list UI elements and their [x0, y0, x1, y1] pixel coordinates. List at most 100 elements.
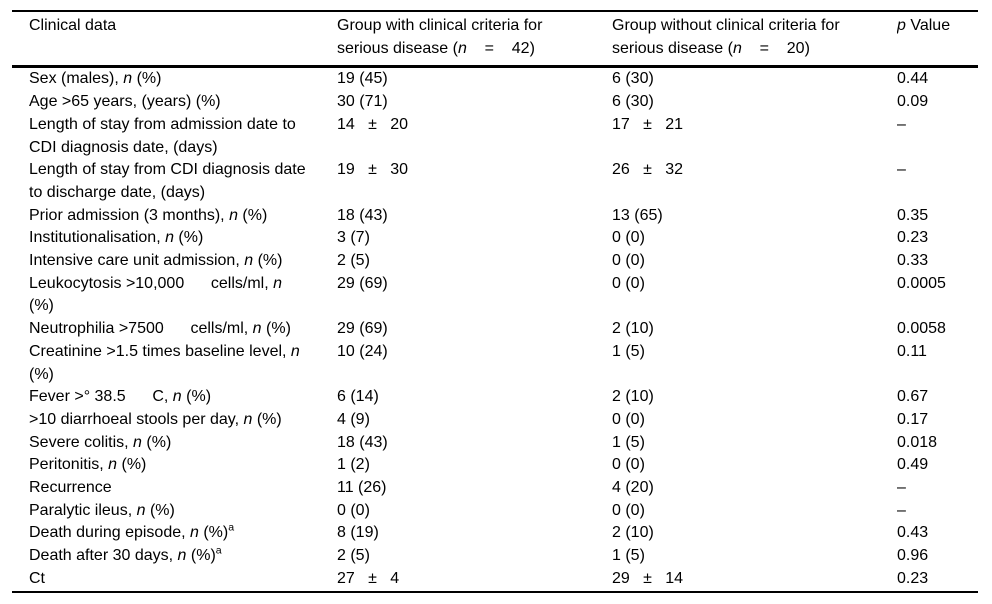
row-label-cell: Creatinine >1.5 times baseline level, n … [29, 342, 300, 383]
row-label-cell: Fever >° 38.5 C, n (%) [29, 388, 212, 406]
group1-value-cell: 19 ± 30 [337, 161, 409, 179]
group2-value-cell: 0 (0) [612, 456, 645, 474]
table-row: Recurrence 11 (26) 4 (20) – [12, 477, 978, 500]
pvalue-cell: 0.33 [897, 252, 929, 270]
group1-value-cell: 3 (7) [337, 229, 370, 247]
column-header-3: Group without clinical criteria for seri… [612, 17, 840, 57]
row-label-cell: Prior admission (3 months), n (%) [29, 206, 268, 224]
group1-value-cell: 10 (24) [337, 342, 388, 360]
clinical-data-table: Clinical data Group with clinical criteri… [12, 10, 978, 593]
group1-value-cell: 30 (71) [337, 93, 388, 111]
column-header-1: Clinical data [29, 17, 117, 34]
group1-value-cell: 2 (5) [337, 547, 370, 565]
table-row: Fever >° 38.5 C, n (%) 6 (14) 2 (10) 0.67 [12, 386, 978, 409]
column-header-4: p Value [897, 17, 951, 34]
row-label-cell: Ct [29, 569, 45, 587]
group1-value-cell: 6 (14) [337, 388, 379, 406]
group2-value-cell: 26 ± 32 [612, 161, 684, 179]
group1-value-cell: 8 (19) [337, 524, 379, 542]
table-row: Prior admission (3 months), n (%) 18 (43)… [12, 205, 978, 228]
group2-value-cell: 1 (5) [612, 433, 645, 451]
group2-value-cell: 0 (0) [612, 229, 645, 247]
group2-value-cell: 13 (65) [612, 206, 663, 224]
group1-value-cell: 29 (69) [337, 320, 388, 338]
pvalue-cell: 0.0005 [897, 274, 946, 292]
table-row: Ct 27 ± 4 29 ± 14 0.23 [12, 568, 978, 592]
group1-value-cell: 29 (69) [337, 274, 388, 292]
pvalue-cell: 0.49 [897, 456, 929, 474]
column-header-2: Group with clinical criteria for serious… [337, 17, 543, 57]
pvalue-cell: 0.0058 [897, 320, 946, 338]
group2-value-cell: 0 (0) [612, 501, 645, 519]
pvalue-cell: 0.17 [897, 410, 929, 428]
row-label-cell: Neutrophilia >7500 cells/ml, n (%) [29, 320, 291, 338]
pvalue-cell: 0.018 [897, 433, 938, 451]
group2-value-cell: 2 (10) [612, 388, 654, 406]
table-row: Death after 30 days, n (%)a 2 (5) 1 (5) 0.9… [12, 545, 978, 568]
table-row: Institutionalisation, n (%) 3 (7) 0 (0) 0.2… [12, 227, 978, 250]
table-row: Intensive care unit admission, n (%) 2 (5… [12, 250, 978, 273]
group1-value-cell: 1 (2) [337, 456, 370, 474]
table-row: Length of stay from CDI diagnosis date t… [12, 159, 978, 204]
pvalue-cell: 0.96 [897, 547, 929, 565]
row-label-cell: Death after 30 days, n (%)a [29, 545, 222, 565]
row-label-cell: Length of stay from admission date to CD… [29, 115, 296, 156]
group1-value-cell: 0 (0) [337, 501, 370, 519]
row-label-cell: Paralytic ileus, n (%) [29, 501, 175, 519]
pvalue-cell: – [897, 479, 906, 497]
pvalue-cell: – [897, 115, 906, 133]
row-label-cell: Sex (males), n (%) [29, 70, 162, 88]
header-row: Clinical data Group with clinical criteri… [12, 11, 978, 67]
group2-value-cell: 1 (5) [612, 342, 645, 360]
group2-value-cell: 0 (0) [612, 274, 645, 292]
pvalue-cell: 0.11 [897, 342, 927, 360]
table-row: Neutrophilia >7500 cells/ml, n (%) 29 (69… [12, 318, 978, 341]
group2-value-cell: 6 (30) [612, 93, 654, 111]
pvalue-cell: 0.44 [897, 70, 929, 88]
table-row: Sex (males), n (%) 19 (45) 6 (30) 0.44 [12, 67, 978, 91]
table-row: >10 diarrhoeal stools per day, n (%) 4 (9… [12, 409, 978, 432]
group2-value-cell: 29 ± 14 [612, 569, 684, 587]
pvalue-cell: 0.35 [897, 206, 929, 224]
pvalue-cell: – [897, 501, 906, 519]
row-label-cell: Peritonitis, n (%) [29, 456, 147, 474]
group2-value-cell: 0 (0) [612, 410, 645, 428]
group2-value-cell: 1 (5) [612, 547, 645, 565]
group1-value-cell: 18 (43) [337, 206, 388, 224]
pvalue-cell: 0.23 [897, 569, 929, 587]
table-row: Death during episode, n (%)a 8 (19) 2 (10)… [12, 522, 978, 545]
table-body: Sex (males), n (%) 19 (45) 6 (30) 0.44 Age >… [12, 67, 978, 592]
pvalue-cell: 0.09 [897, 93, 929, 111]
group2-value-cell: 2 (10) [612, 524, 654, 542]
group1-value-cell: 27 ± 4 [337, 569, 400, 587]
group1-value-cell: 11 (26) [337, 479, 387, 497]
table-row: Age >65 years, (years) (%) 30 (71) 6 (30) 0… [12, 91, 978, 114]
table-head: Clinical data Group with clinical criteri… [12, 11, 978, 67]
group2-value-cell: 17 ± 21 [612, 115, 684, 133]
group2-value-cell: 2 (10) [612, 320, 654, 338]
group1-value-cell: 2 (5) [337, 252, 370, 270]
table-row: Paralytic ileus, n (%) 0 (0) 0 (0) – [12, 500, 978, 523]
table-row: Severe colitis, n (%) 18 (43) 1 (5) 0.018 [12, 432, 978, 455]
pvalue-cell: 0.23 [897, 229, 929, 247]
group2-value-cell: 6 (30) [612, 70, 654, 88]
row-label-cell: Leukocytosis >10,000 cells/ml, n (%) [29, 274, 283, 315]
table-row: Creatinine >1.5 times baseline level, n … [12, 341, 978, 386]
group1-value-cell: 4 (9) [337, 410, 370, 428]
table-row: Length of stay from admission date to CD… [12, 114, 978, 159]
group1-value-cell: 18 (43) [337, 433, 388, 451]
row-label-cell: Death during episode, n (%)a [29, 522, 235, 542]
pvalue-cell: 0.43 [897, 524, 929, 542]
row-label-cell: Intensive care unit admission, n (%) [29, 252, 283, 270]
row-label-cell: Age >65 years, (years) (%) [29, 93, 221, 111]
group2-value-cell: 4 (20) [612, 479, 654, 497]
row-label-cell: Institutionalisation, n (%) [29, 229, 204, 247]
table-row: Peritonitis, n (%) 1 (2) 0 (0) 0.49 [12, 454, 978, 477]
row-label-cell: Severe colitis, n (%) [29, 433, 172, 451]
group1-value-cell: 19 (45) [337, 70, 388, 88]
row-label-cell: Length of stay from CDI diagnosis date t… [29, 161, 306, 201]
table-row: Leukocytosis >10,000 cells/ml, n (%) 29 (… [12, 273, 978, 318]
group2-value-cell: 0 (0) [612, 252, 645, 270]
pvalue-cell: 0.67 [897, 388, 929, 406]
